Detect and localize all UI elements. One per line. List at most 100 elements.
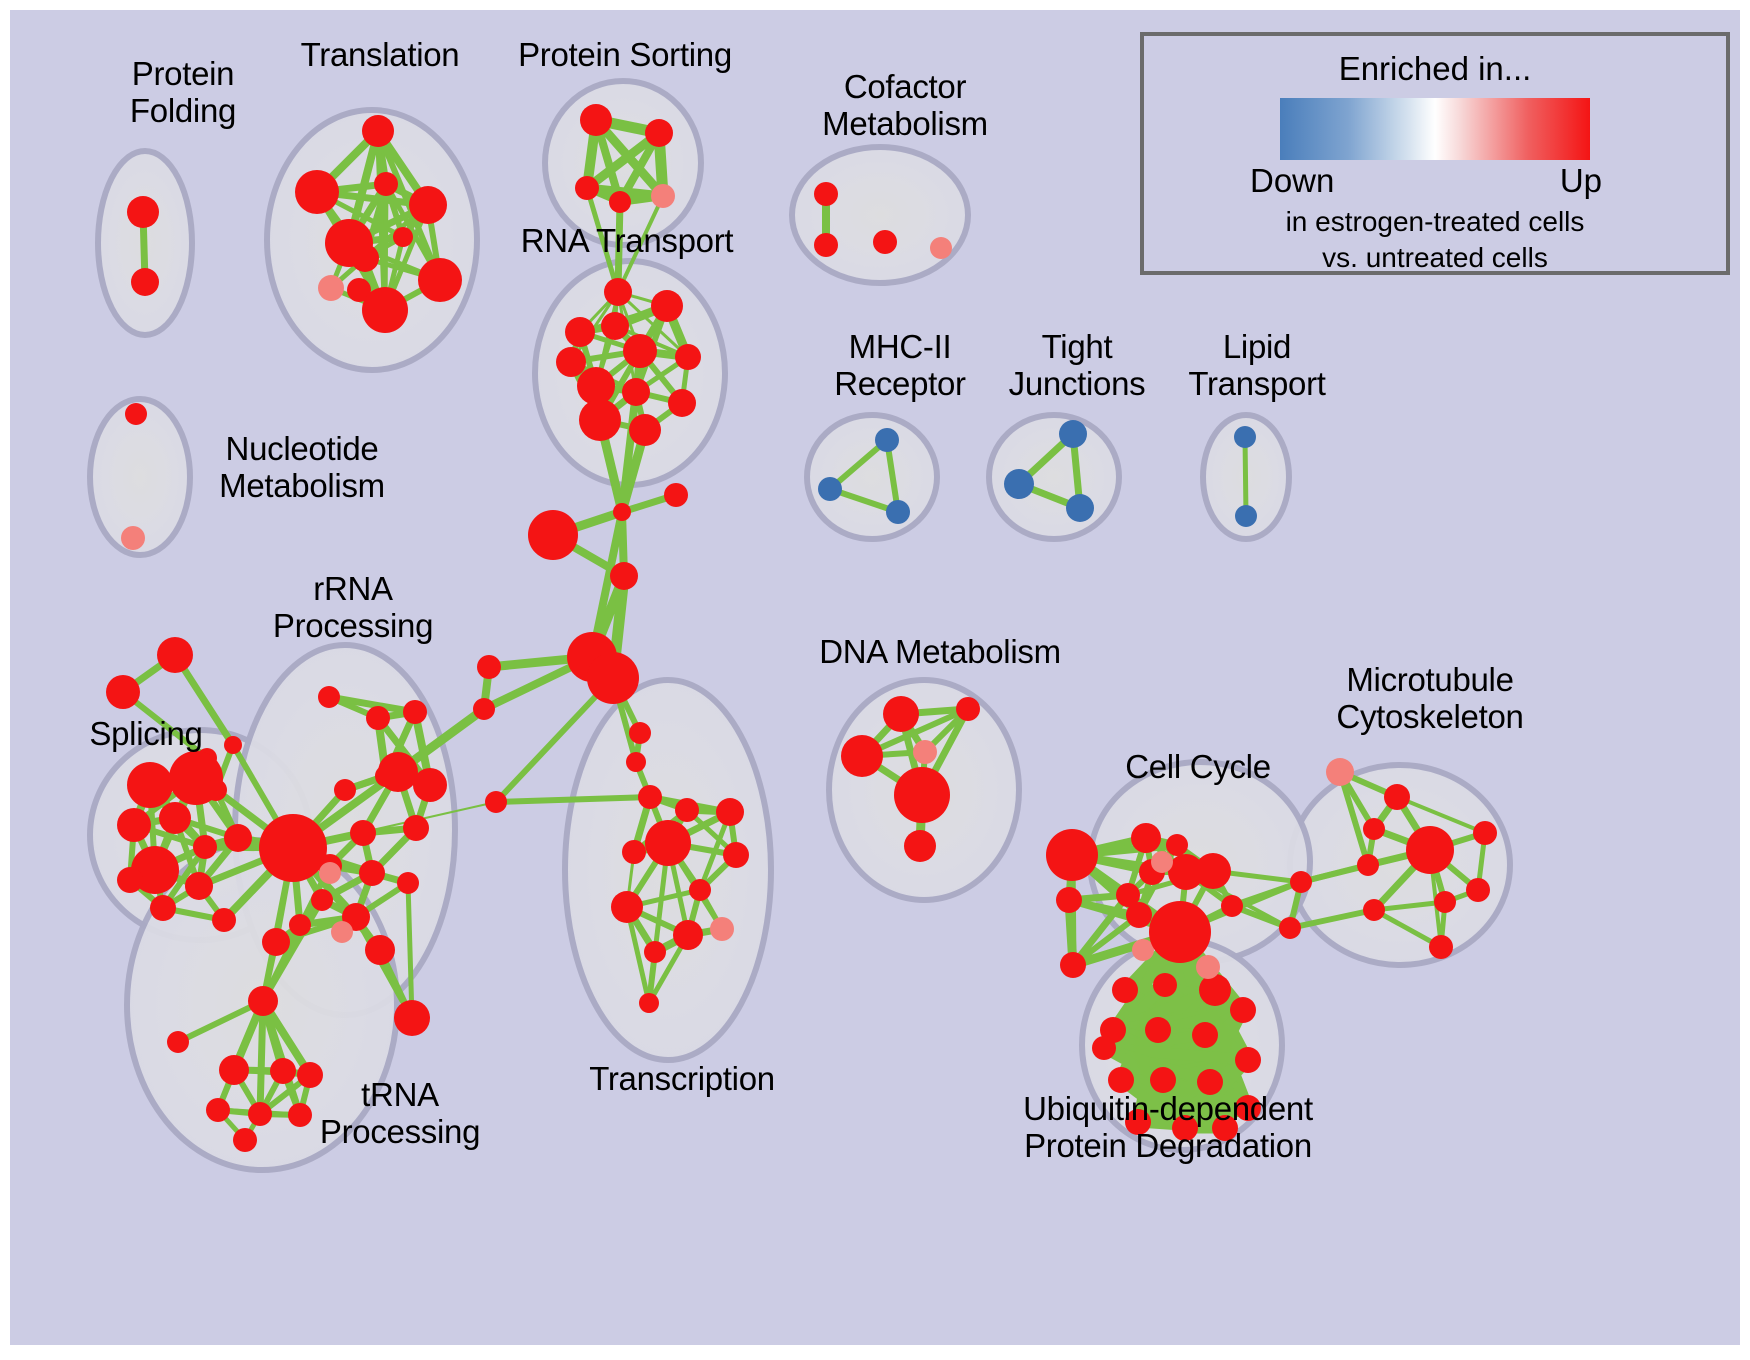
node[interactable] [418, 258, 462, 302]
node[interactable] [1195, 853, 1231, 889]
node[interactable] [1199, 974, 1231, 1006]
node[interactable] [374, 172, 398, 196]
node[interactable] [1196, 955, 1220, 979]
node[interactable] [1434, 891, 1456, 913]
node[interactable] [886, 500, 910, 524]
node[interactable] [1466, 878, 1490, 902]
node[interactable] [397, 872, 419, 894]
node[interactable] [394, 1000, 430, 1036]
node[interactable] [1234, 426, 1256, 448]
node[interactable] [579, 399, 621, 441]
node[interactable] [206, 1098, 230, 1122]
node[interactable] [604, 278, 632, 306]
node[interactable] [1092, 1036, 1116, 1060]
node[interactable] [248, 1102, 272, 1126]
node[interactable] [1384, 784, 1410, 810]
node[interactable] [1221, 895, 1243, 917]
node[interactable] [577, 367, 615, 405]
node[interactable] [601, 312, 629, 340]
node[interactable] [1192, 1022, 1218, 1048]
node[interactable] [1132, 939, 1154, 961]
node[interactable] [1149, 901, 1211, 963]
node[interactable] [318, 686, 340, 708]
node[interactable] [1060, 952, 1086, 978]
node[interactable] [644, 941, 666, 963]
node[interactable] [623, 334, 657, 368]
node[interactable] [675, 344, 701, 370]
node[interactable] [403, 700, 427, 724]
node[interactable] [1066, 494, 1094, 522]
node[interactable] [288, 1103, 312, 1127]
node[interactable] [629, 722, 651, 744]
node[interactable] [366, 706, 390, 730]
node[interactable] [645, 119, 673, 147]
node[interactable] [477, 655, 501, 679]
node[interactable] [262, 928, 290, 956]
node[interactable] [875, 428, 899, 452]
node[interactable] [331, 921, 353, 943]
node[interactable] [818, 477, 842, 501]
node[interactable] [1046, 829, 1098, 881]
node[interactable] [528, 510, 578, 560]
node[interactable] [117, 808, 151, 842]
node[interactable] [248, 986, 278, 1016]
node[interactable] [121, 526, 145, 550]
node[interactable] [413, 768, 447, 802]
node[interactable] [689, 879, 711, 901]
node[interactable] [894, 767, 950, 823]
node[interactable] [629, 414, 661, 446]
node[interactable] [575, 176, 599, 200]
node[interactable] [930, 237, 952, 259]
node[interactable] [675, 798, 699, 822]
node[interactable] [150, 895, 176, 921]
node[interactable] [1363, 818, 1385, 840]
node[interactable] [556, 347, 586, 377]
node[interactable] [913, 740, 937, 764]
node[interactable] [1406, 826, 1454, 874]
node[interactable] [622, 840, 646, 864]
node[interactable] [956, 697, 980, 721]
node[interactable] [1326, 758, 1354, 786]
node[interactable] [611, 891, 643, 923]
node[interactable] [883, 696, 919, 732]
node[interactable] [1145, 1017, 1171, 1043]
node[interactable] [1125, 1109, 1151, 1135]
node[interactable] [185, 872, 213, 900]
node[interactable] [351, 244, 379, 272]
node[interactable] [1235, 1095, 1261, 1121]
node[interactable] [157, 637, 193, 673]
node[interactable] [350, 820, 376, 846]
node[interactable] [1168, 854, 1204, 890]
node[interactable] [131, 846, 179, 894]
node[interactable] [473, 698, 495, 720]
node[interactable] [318, 275, 344, 301]
node[interactable] [219, 1055, 249, 1085]
node[interactable] [485, 791, 507, 813]
node[interactable] [297, 1062, 323, 1088]
node[interactable] [127, 762, 173, 808]
node[interactable] [1108, 1067, 1134, 1093]
node[interactable] [622, 378, 650, 406]
node[interactable] [710, 917, 734, 941]
node[interactable] [106, 675, 140, 709]
node[interactable] [365, 935, 395, 965]
node[interactable] [1429, 935, 1453, 959]
node[interactable] [638, 785, 662, 809]
node[interactable] [1112, 977, 1138, 1003]
node[interactable] [673, 920, 703, 950]
node[interactable] [224, 824, 252, 852]
node[interactable] [1197, 1069, 1223, 1095]
node[interactable] [1235, 505, 1257, 527]
node[interactable] [1235, 1047, 1261, 1073]
node[interactable] [1357, 854, 1379, 876]
node[interactable] [1363, 899, 1385, 921]
node[interactable] [319, 862, 341, 884]
node[interactable] [609, 191, 631, 213]
node[interactable] [125, 403, 147, 425]
node[interactable] [403, 815, 429, 841]
node[interactable] [841, 735, 883, 777]
node[interactable] [639, 993, 659, 1013]
node[interactable] [651, 290, 683, 322]
node[interactable] [1151, 851, 1173, 873]
hull-nucleotide[interactable] [87, 396, 193, 558]
